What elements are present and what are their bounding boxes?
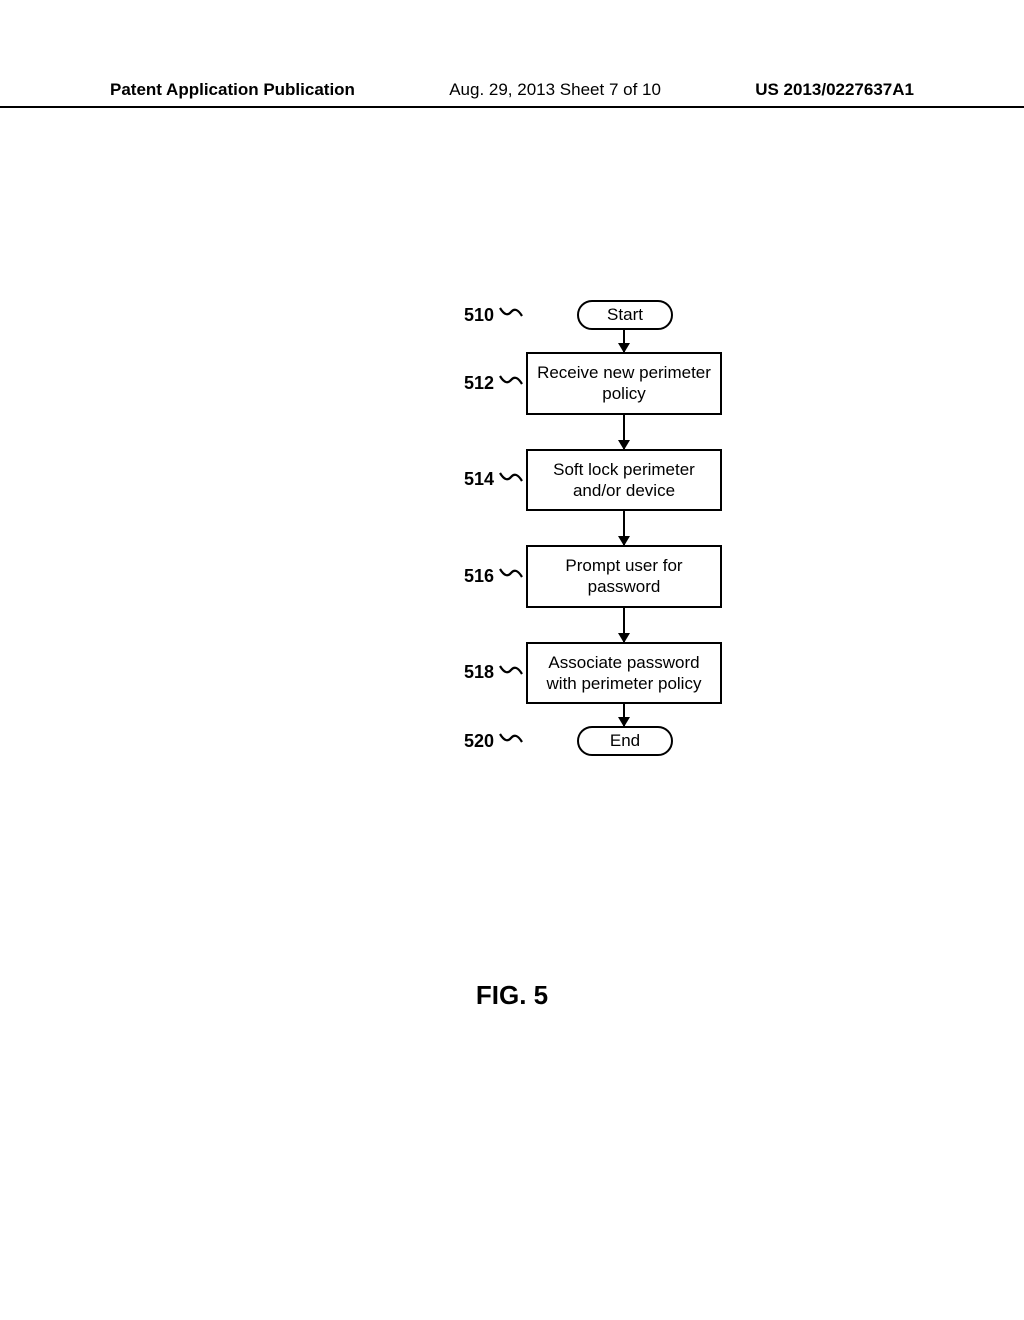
leader-squiggle-icon [498,304,524,326]
leader-squiggle-icon [498,730,524,752]
flow-arrow [623,415,625,449]
leader-squiggle-icon [498,372,524,394]
start-terminator: Start [577,300,673,330]
ref-label-520: 520 [464,731,494,752]
figure-label: FIG. 5 [0,980,1024,1011]
flow-row-520: 520 End [302,726,722,756]
process-associate-password: Associate password with perimeter policy [526,642,722,705]
ref-label-512: 512 [464,373,494,394]
flow-arrow [623,608,625,642]
flow-row-512: 512 Receive new perimeter policy [302,352,722,415]
process-prompt-password: Prompt user for password [526,545,722,608]
flowchart: 510 Start 512 Receive new perimeter poli… [0,300,1024,756]
ref-label-518: 518 [464,662,494,683]
patent-header: Patent Application Publication Aug. 29, … [0,80,1024,108]
header-right: US 2013/0227637A1 [755,80,914,100]
flow-arrow [623,330,625,352]
process-soft-lock: Soft lock perimeter and/or device [526,449,722,512]
header-middle: Aug. 29, 2013 Sheet 7 of 10 [449,80,661,100]
flow-row-518: 518 Associate password with perimeter po… [302,642,722,705]
header-left: Patent Application Publication [110,80,355,100]
end-terminator: End [577,726,673,756]
leader-squiggle-icon [498,469,524,491]
ref-label-514: 514 [464,469,494,490]
ref-label-516: 516 [464,566,494,587]
terminator-slot: End [526,726,722,756]
leader-squiggle-icon [498,662,524,684]
process-receive-policy: Receive new perimeter policy [526,352,722,415]
leader-squiggle-icon [498,565,524,587]
flow-row-514: 514 Soft lock perimeter and/or device [302,449,722,512]
flow-arrow [623,511,625,545]
flow-row-516: 516 Prompt user for password [302,545,722,608]
flow-arrow [623,704,625,726]
terminator-slot: Start [526,300,722,330]
flow-row-510: 510 Start [302,300,722,330]
ref-label-510: 510 [464,305,494,326]
